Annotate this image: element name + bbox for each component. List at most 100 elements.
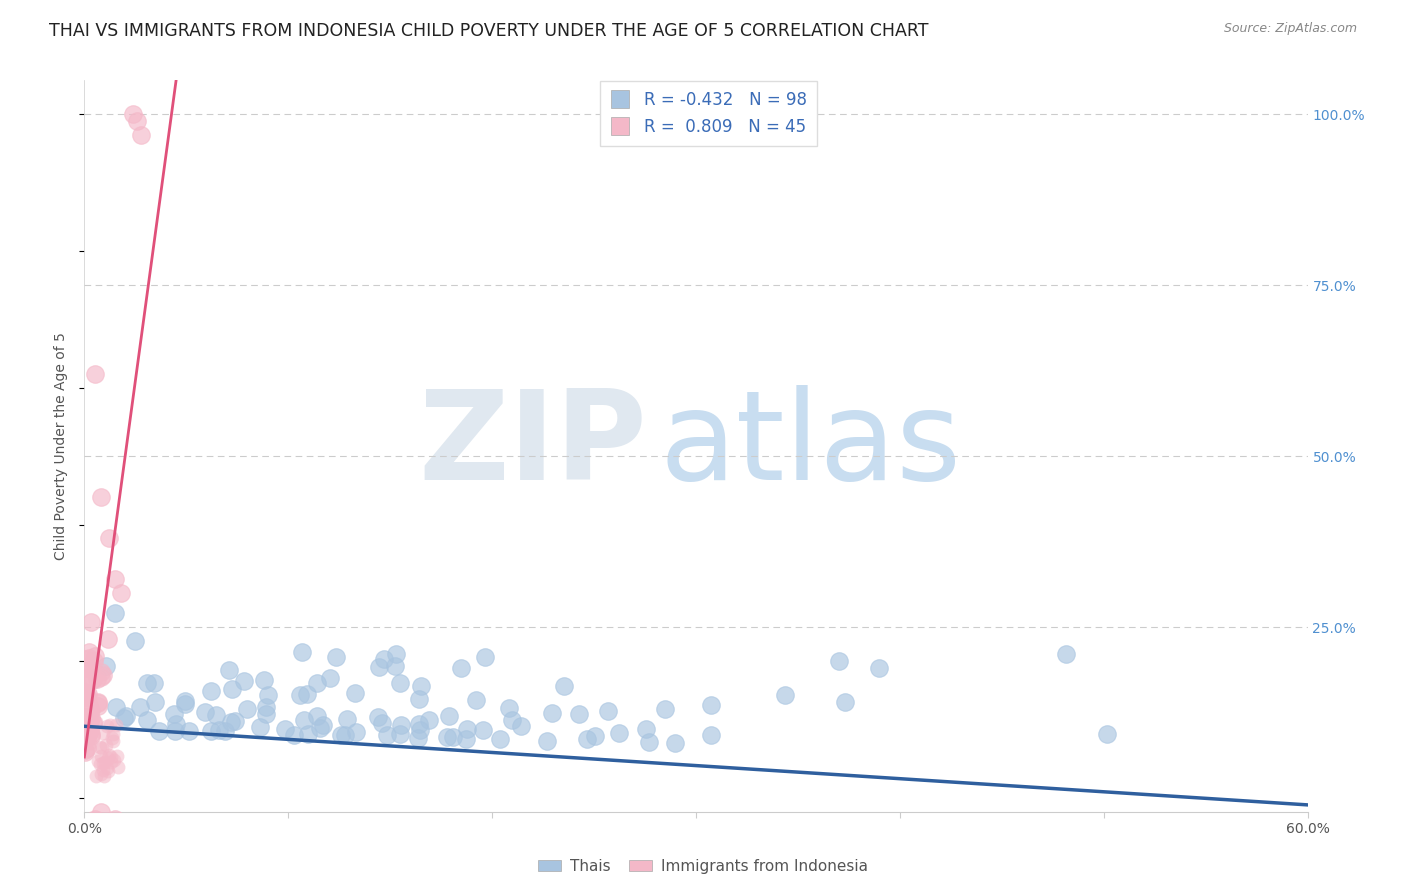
Point bbox=[84, 769, 107, 783]
Point bbox=[373, 652, 395, 666]
Point bbox=[254, 700, 277, 714]
Point bbox=[97, 531, 120, 545]
Point bbox=[292, 714, 315, 728]
Point bbox=[82, 716, 104, 731]
Point bbox=[325, 650, 347, 665]
Point bbox=[114, 709, 136, 723]
Point bbox=[308, 721, 330, 735]
Point bbox=[104, 607, 127, 621]
Point bbox=[501, 713, 523, 727]
Point bbox=[75, 661, 97, 675]
Point bbox=[311, 718, 333, 732]
Point bbox=[700, 728, 723, 742]
Point bbox=[124, 633, 146, 648]
Point bbox=[75, 723, 97, 737]
Point bbox=[101, 727, 124, 741]
Point bbox=[86, 672, 108, 686]
Point bbox=[82, 672, 104, 686]
Point bbox=[129, 700, 152, 714]
Point bbox=[869, 661, 891, 675]
Point bbox=[75, 731, 97, 746]
Point bbox=[76, 660, 98, 674]
Point bbox=[104, 700, 127, 714]
Point bbox=[91, 668, 114, 682]
Point bbox=[83, 812, 105, 826]
Point bbox=[384, 659, 406, 673]
Point bbox=[200, 724, 222, 739]
Point bbox=[90, 670, 112, 684]
Point bbox=[79, 711, 101, 725]
Point bbox=[1097, 727, 1119, 741]
Point bbox=[418, 713, 440, 727]
Point bbox=[232, 673, 254, 688]
Point bbox=[165, 717, 187, 731]
Point bbox=[218, 663, 240, 677]
Y-axis label: Child Poverty Under the Age of 5: Child Poverty Under the Age of 5 bbox=[55, 332, 69, 560]
Point bbox=[79, 718, 101, 732]
Point bbox=[375, 728, 398, 742]
Point bbox=[97, 747, 120, 762]
Point bbox=[333, 728, 356, 742]
Point bbox=[90, 767, 112, 781]
Point bbox=[221, 682, 243, 697]
Point bbox=[122, 107, 145, 121]
Point bbox=[77, 651, 100, 665]
Point bbox=[110, 586, 132, 600]
Point bbox=[89, 739, 111, 754]
Point bbox=[664, 737, 686, 751]
Point bbox=[464, 693, 486, 707]
Point bbox=[98, 717, 121, 731]
Point bbox=[96, 761, 118, 775]
Point bbox=[371, 716, 394, 731]
Point bbox=[344, 725, 367, 739]
Point bbox=[80, 663, 103, 677]
Point bbox=[80, 703, 103, 717]
Point bbox=[773, 689, 796, 703]
Point bbox=[291, 645, 314, 659]
Point bbox=[411, 679, 433, 693]
Point bbox=[165, 724, 187, 739]
Point bbox=[131, 128, 153, 142]
Point bbox=[90, 749, 112, 764]
Text: THAI VS IMMIGRANTS FROM INDONESIA CHILD POVERTY UNDER THE AGE OF 5 CORRELATION C: THAI VS IMMIGRANTS FROM INDONESIA CHILD … bbox=[49, 22, 929, 40]
Point bbox=[86, 698, 108, 713]
Point bbox=[91, 726, 114, 740]
Point bbox=[297, 726, 319, 740]
Point bbox=[441, 730, 464, 744]
Point bbox=[1054, 647, 1077, 661]
Point bbox=[254, 706, 277, 721]
Point bbox=[77, 698, 100, 712]
Point bbox=[75, 731, 97, 745]
Point bbox=[87, 754, 110, 768]
Point bbox=[389, 718, 412, 732]
Point bbox=[90, 490, 112, 504]
Point bbox=[77, 702, 100, 716]
Point bbox=[295, 687, 318, 701]
Point bbox=[450, 661, 472, 675]
Point bbox=[236, 702, 259, 716]
Point bbox=[488, 732, 510, 747]
Point bbox=[76, 690, 98, 705]
Point bbox=[87, 695, 110, 709]
Point bbox=[73, 745, 96, 759]
Point bbox=[536, 734, 558, 748]
Point bbox=[100, 755, 122, 769]
Point bbox=[91, 741, 114, 756]
Point bbox=[474, 650, 496, 665]
Legend: Thais, Immigrants from Indonesia: Thais, Immigrants from Indonesia bbox=[531, 853, 875, 880]
Point bbox=[163, 706, 186, 721]
Point bbox=[343, 686, 366, 700]
Point bbox=[436, 731, 458, 745]
Point bbox=[76, 671, 98, 685]
Point bbox=[828, 654, 851, 668]
Point bbox=[79, 726, 101, 740]
Point bbox=[408, 691, 430, 706]
Point bbox=[173, 694, 195, 708]
Point bbox=[253, 673, 276, 688]
Point bbox=[214, 724, 236, 739]
Point bbox=[82, 673, 104, 687]
Point bbox=[498, 700, 520, 714]
Point bbox=[84, 714, 107, 729]
Point bbox=[142, 676, 165, 690]
Point bbox=[93, 769, 115, 783]
